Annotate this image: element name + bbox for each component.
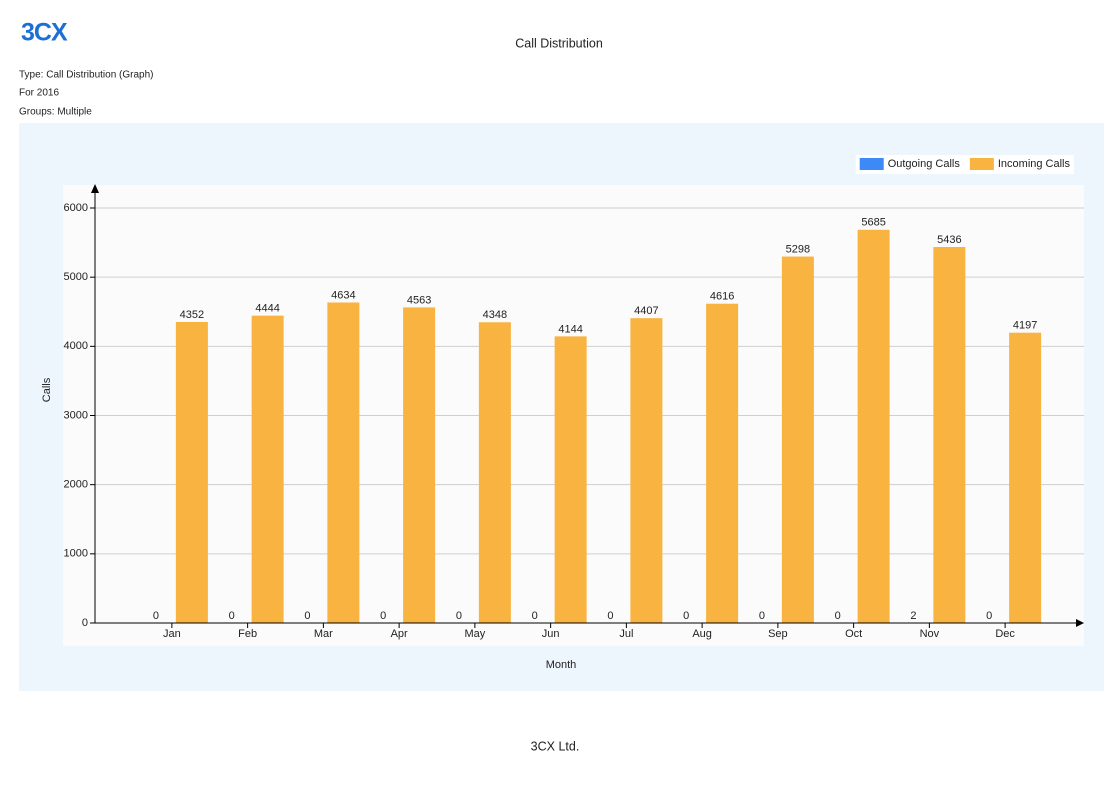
x-tick-label: Jan	[163, 628, 181, 640]
y-tick-label: 0	[82, 617, 88, 629]
bar	[933, 247, 966, 623]
y-tick-label: 5000	[64, 271, 88, 283]
x-tick-label: Jul	[619, 628, 633, 640]
x-tick-label: Dec	[995, 628, 1015, 640]
legend-label: Outgoing Calls	[888, 158, 961, 170]
value-label: 5685	[861, 217, 885, 229]
x-tick-label: Aug	[692, 628, 712, 640]
value-label: 4616	[710, 291, 734, 303]
value-label: 0	[986, 610, 992, 622]
logo: 3CX	[21, 19, 68, 47]
value-label: 5436	[937, 234, 961, 246]
value-label: 4563	[407, 294, 431, 306]
value-label: 4144	[558, 323, 582, 335]
x-tick-label: Feb	[238, 628, 257, 640]
y-tick-label: 4000	[64, 340, 88, 352]
bar	[478, 322, 511, 623]
y-tick-label: 6000	[64, 202, 88, 214]
report-title: Call Distribution	[515, 36, 603, 50]
y-axis-label: Calls	[41, 377, 53, 402]
y-axis-arrow	[91, 184, 99, 193]
x-tick-label: Oct	[845, 628, 862, 640]
legend-label: Incoming Calls	[998, 158, 1071, 170]
bar	[781, 256, 814, 623]
value-label: 0	[380, 610, 386, 622]
value-label: 0	[304, 610, 310, 622]
value-label: 0	[683, 610, 689, 622]
x-tick-label: Apr	[391, 628, 408, 640]
bar	[251, 315, 284, 623]
y-tick-label: 1000	[64, 548, 88, 560]
value-label: 4352	[180, 309, 204, 321]
bar	[327, 302, 360, 623]
y-tick-label: 2000	[64, 479, 88, 491]
report-type: Type: Call Distribution (Graph)	[19, 70, 154, 81]
footer: 3CX Ltd.	[531, 739, 580, 753]
bar	[706, 303, 739, 623]
x-tick-label: Nov	[920, 628, 940, 640]
value-label: 4444	[255, 303, 279, 315]
x-tick-label: May	[464, 628, 485, 640]
bar	[403, 307, 436, 623]
value-label: 4348	[483, 309, 507, 321]
bar	[630, 318, 663, 623]
report-period: For 2016	[19, 88, 59, 99]
bar	[857, 229, 890, 623]
value-label: 0	[607, 610, 613, 622]
value-label: 0	[835, 610, 841, 622]
report-groups: Groups: Multiple	[19, 107, 92, 118]
x-tick-label: Sep	[768, 628, 788, 640]
legend: Outgoing Calls Incoming Calls	[855, 155, 1074, 174]
y-tick-label: 3000	[64, 409, 88, 421]
x-tick-label: Jun	[542, 628, 560, 640]
value-label: 0	[532, 610, 538, 622]
legend-background	[855, 155, 1074, 174]
value-label: 4407	[634, 305, 658, 317]
x-tick-label: Mar	[314, 628, 333, 640]
value-label: 4634	[331, 289, 355, 301]
value-label: 0	[153, 610, 159, 622]
bar	[1009, 332, 1042, 623]
plot: 0100020003000400050006000Jan04352Feb0444…	[64, 184, 1084, 640]
legend-swatch	[969, 158, 994, 170]
bar	[554, 336, 587, 623]
value-label: 4197	[1013, 320, 1037, 332]
value-label: 5298	[786, 243, 810, 255]
x-axis-arrow	[1076, 619, 1084, 627]
bar	[175, 321, 208, 623]
x-axis-label: Month	[546, 659, 577, 671]
value-label: 0	[229, 610, 235, 622]
value-label: 2	[910, 610, 916, 622]
value-label: 0	[759, 610, 765, 622]
legend-swatch	[859, 158, 884, 170]
value-label: 0	[456, 610, 462, 622]
